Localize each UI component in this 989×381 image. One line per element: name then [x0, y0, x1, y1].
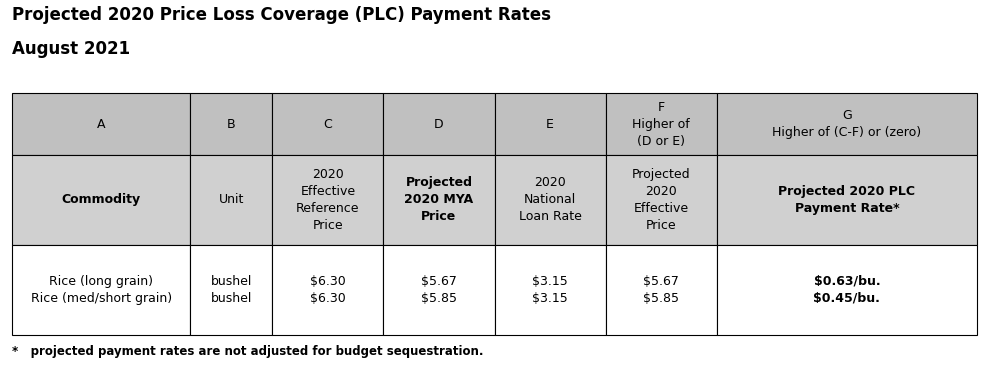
Text: G
Higher of (C-F) or (zero): G Higher of (C-F) or (zero) [772, 109, 922, 139]
Text: B: B [227, 118, 235, 131]
Text: $5.67
$5.85: $5.67 $5.85 [643, 275, 679, 305]
Bar [494, 93, 605, 155]
Bar [384, 93, 494, 155]
Bar [716, 245, 977, 335]
Bar [191, 93, 273, 155]
Bar [716, 155, 977, 245]
Text: $0.63/bu.
$0.45/bu.: $0.63/bu. $0.45/bu. [813, 275, 880, 305]
Text: Commodity: Commodity [61, 193, 140, 206]
Text: 2020
National
Loan Rate: 2020 National Loan Rate [518, 176, 582, 223]
Bar [273, 245, 384, 335]
Text: D: D [434, 118, 444, 131]
Text: August 2021: August 2021 [12, 40, 130, 58]
Bar [494, 245, 605, 335]
Text: F
Higher of
(D or E): F Higher of (D or E) [632, 101, 690, 148]
Bar [384, 245, 494, 335]
Bar [12, 245, 191, 335]
Bar [12, 155, 191, 245]
Text: bushel
bushel: bushel bushel [211, 275, 252, 305]
Text: Projected 2020 Price Loss Coverage (PLC) Payment Rates: Projected 2020 Price Loss Coverage (PLC)… [12, 6, 551, 24]
Text: 2020
Effective
Reference
Price: 2020 Effective Reference Price [297, 168, 360, 232]
Bar [716, 93, 977, 155]
Bar [191, 245, 273, 335]
Bar [273, 155, 384, 245]
Text: E: E [546, 118, 554, 131]
Bar [12, 93, 191, 155]
Bar [605, 245, 716, 335]
Text: *   projected payment rates are not adjusted for budget sequestration.: * projected payment rates are not adjust… [12, 345, 484, 358]
Bar [605, 155, 716, 245]
Bar [494, 155, 605, 245]
Text: A: A [97, 118, 106, 131]
Text: Projected 2020 PLC
Payment Rate*: Projected 2020 PLC Payment Rate* [778, 185, 916, 215]
Text: Unit: Unit [219, 193, 244, 206]
Bar [273, 93, 384, 155]
Bar [605, 93, 716, 155]
Bar [191, 155, 273, 245]
Text: $5.67
$5.85: $5.67 $5.85 [421, 275, 457, 305]
Text: $3.15
$3.15: $3.15 $3.15 [532, 275, 568, 305]
Text: $6.30
$6.30: $6.30 $6.30 [311, 275, 346, 305]
Text: Projected
2020
Effective
Price: Projected 2020 Effective Price [632, 168, 690, 232]
Text: C: C [323, 118, 332, 131]
Text: Projected
2020 MYA
Price: Projected 2020 MYA Price [405, 176, 474, 223]
Text: Rice (long grain)
Rice (med/short grain): Rice (long grain) Rice (med/short grain) [31, 275, 172, 305]
Bar [384, 155, 494, 245]
